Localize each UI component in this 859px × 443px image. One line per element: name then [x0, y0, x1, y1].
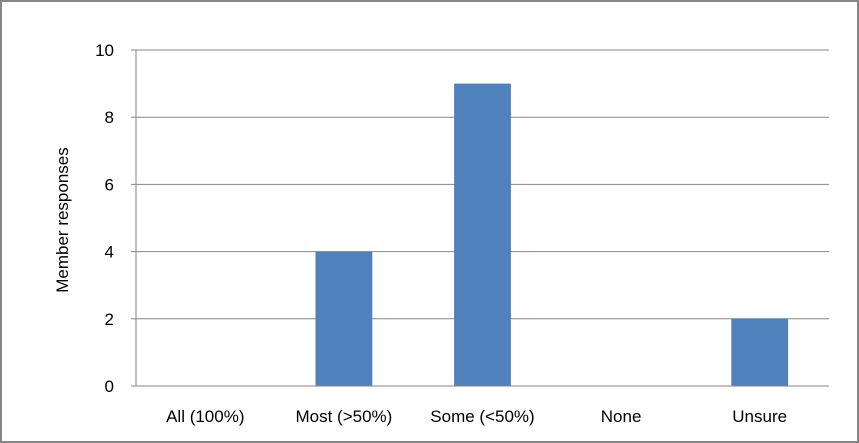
y-tick-label: 8 [105, 108, 114, 127]
axes [131, 49, 829, 387]
x-tick-label: All (100%) [166, 407, 244, 426]
bar [315, 251, 373, 386]
x-tick-label: Unsure [732, 407, 787, 426]
y-tick-label: 4 [105, 243, 114, 262]
bars [315, 83, 789, 386]
y-tick-label: 10 [95, 41, 114, 60]
x-tick-label: Most (>50%) [295, 407, 392, 426]
x-tick-label: Some (<50%) [430, 407, 534, 426]
y-tick-labels: 0 2 4 6 8 10 [95, 41, 114, 396]
x-tick-label: None [601, 407, 642, 426]
bar [731, 318, 789, 386]
y-tick-label: 2 [105, 310, 114, 329]
y-tick-label: 6 [105, 175, 114, 194]
bar [454, 83, 511, 386]
y-tick-label: 0 [105, 377, 114, 396]
x-tick-labels: All (100%) Most (>50%) Some (<50%) None Unsu… [166, 407, 787, 426]
y-axis-title: Member responses [53, 147, 72, 293]
